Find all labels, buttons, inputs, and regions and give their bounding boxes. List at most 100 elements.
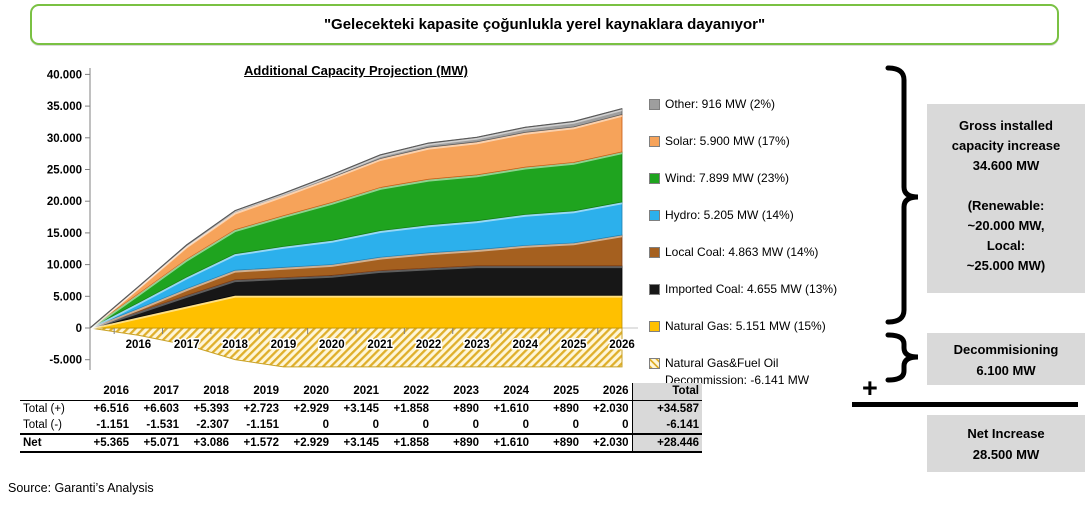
x-axis-label: 2023: [464, 339, 490, 351]
y-axis-label: 5.000: [53, 291, 82, 303]
table-cell: +28.446: [631, 432, 702, 453]
table-cell: +2.723: [243, 402, 280, 415]
table-cell: +2.929: [293, 402, 330, 415]
table-cell: 0: [372, 418, 379, 431]
table-cell: 2022: [382, 383, 432, 401]
legend-swatch: [649, 99, 660, 110]
table-cell: +3.086: [182, 432, 232, 453]
table-cell: +6.516: [93, 402, 130, 415]
box-line: capacity increase: [951, 138, 1061, 153]
table-cell: +1.610: [493, 402, 530, 415]
table-cell: 2024: [482, 383, 532, 401]
capacity-table: 2016 2017 2018 2019 2020 2021 2022 2023 2024 2025…: [20, 383, 702, 453]
table-cell: +3.145: [343, 402, 380, 415]
band-gloss: [89, 152, 623, 331]
x-axis-label: 2017: [174, 339, 200, 351]
table-cell: +5.365: [82, 432, 132, 453]
box-line: ~20.000 MW,: [967, 218, 1045, 233]
table-cell: Net: [20, 432, 82, 453]
band-gloss: [89, 109, 623, 331]
table-cell: 0: [322, 418, 329, 431]
legend-swatch: [649, 321, 660, 332]
legend-swatch: [649, 136, 660, 147]
band-gloss: [89, 202, 623, 331]
table-cell: +34.587: [631, 400, 702, 417]
table-cell: +890: [432, 432, 482, 453]
table-cell: +1.858: [382, 432, 432, 453]
legend-swatch: [649, 173, 660, 184]
decommissioning-brace-bracket: [885, 332, 919, 383]
legend-item: Hydro: 5.205 MW (14%): [649, 207, 884, 224]
table-cell: 0: [622, 418, 629, 431]
table-cell: +5.393: [193, 402, 230, 415]
y-axis-label: 15.000: [47, 228, 82, 240]
box-line: [927, 176, 1085, 196]
table-cell: +6.603: [143, 402, 180, 415]
band-gloss: [89, 266, 622, 331]
table-cell: +890: [553, 402, 579, 415]
title-banner-text: "Gelecekteki kapasite çoğunlukla yerel k…: [323, 16, 766, 33]
chart-legend: Other: 916 MW (2%) Solar: 5.900 MW (17%) W…: [649, 96, 884, 409]
legend-item: Natural Gas: 5.151 MW (15%): [649, 318, 884, 335]
y-axis-label: 35.000: [47, 101, 82, 113]
table-cell: +2.030: [582, 432, 632, 453]
stack-outline: [89, 108, 623, 329]
gross-capacity-box: Gross installed capacity increase 34.600 M…: [927, 104, 1085, 293]
y-axis-label: 20.000: [47, 196, 82, 208]
legend-label: Natural Gas&Fuel Oil Decommission: -6.14…: [665, 356, 810, 387]
legend-item: Wind: 7.899 MW (23%): [649, 170, 884, 187]
table-cell: +1.858: [393, 402, 430, 415]
box-line: Local:: [986, 238, 1026, 253]
x-axis-label: 2019: [271, 339, 297, 351]
box-line: 28.500 MW: [972, 447, 1040, 462]
x-axis-label: 2016: [126, 339, 152, 351]
table-cell: 2016: [82, 383, 132, 401]
box-line: Net Increase: [967, 426, 1045, 441]
table-cell: 0: [472, 418, 479, 431]
chart-title: Additional Capacity Projection (MW): [244, 63, 468, 78]
legend-swatch: [649, 210, 660, 221]
band-gloss: [89, 295, 622, 331]
legend-label: Local Coal: 4.863 MW (14%): [665, 245, 819, 259]
y-axis-label: 40.000: [47, 69, 82, 81]
x-axis-label: 2018: [222, 339, 248, 351]
x-axis-label: 2022: [416, 339, 442, 351]
table-cell: 0: [422, 418, 429, 431]
legend-item: Local Coal: 4.863 MW (14%): [649, 244, 884, 261]
x-axis-label: 2025: [561, 339, 587, 351]
legend-swatch: [649, 358, 660, 369]
table-cell: 2021: [332, 383, 382, 401]
gross-brace-bracket: [885, 65, 919, 325]
legend-item: Solar: 5.900 MW (17%): [649, 133, 884, 150]
title-banner: "Gelecekteki kapasite çoğunlukla yerel k…: [30, 4, 1059, 45]
table-cell: 2018: [182, 383, 232, 401]
sum-line: [852, 402, 1078, 407]
net-increase-box: Net Increase 28.500 MW: [927, 415, 1085, 472]
table-cell: +2.030: [593, 402, 629, 415]
table-row: Total (+) +6.516 +6.603 +5.393 +2.723 +2.929 +…: [20, 400, 702, 417]
table-cell: Total: [631, 383, 702, 401]
box-line: ~25.000 MW): [966, 258, 1046, 273]
table-cell: +1.610: [482, 432, 532, 453]
table-row: Total (-) -1.151 -1.531 -2.307 -1.151 0 0 0 0 0 0 0…: [20, 416, 702, 434]
table-row: Net +5.365 +5.071 +3.086 +1.572 +2.929 +3.145 +…: [20, 432, 702, 453]
box-line: Decommisioning: [953, 342, 1059, 357]
table-cell: Total (+): [23, 402, 65, 415]
y-axis-label: 30.000: [47, 133, 82, 145]
table-cell: Total (-): [23, 418, 62, 431]
capacity-projection-chart: 40.000 35.000 30.000 25.000 20.000 15.000 10.0…: [47, 68, 638, 370]
legend-item: Imported Coal: 4.655 MW (13%): [649, 281, 884, 298]
y-axis-label: 0: [76, 323, 82, 335]
legend-item: Other: 916 MW (2%): [649, 96, 884, 113]
box-line: (Renewable:: [967, 198, 1045, 213]
y-axis-label: 10.000: [47, 260, 82, 272]
box-line: 34.600 MW: [972, 158, 1040, 173]
legend-label: Natural Gas: 5.151 MW (15%): [665, 319, 826, 333]
table-cell: +890: [532, 432, 582, 453]
table-cell: [20, 383, 82, 401]
legend-item: Natural Gas&Fuel Oil Decommission: -6.14…: [649, 355, 884, 389]
table-cell: 2026: [582, 383, 632, 401]
table-cell: 0: [572, 418, 579, 431]
y-axis-label: -5.000: [49, 355, 82, 367]
